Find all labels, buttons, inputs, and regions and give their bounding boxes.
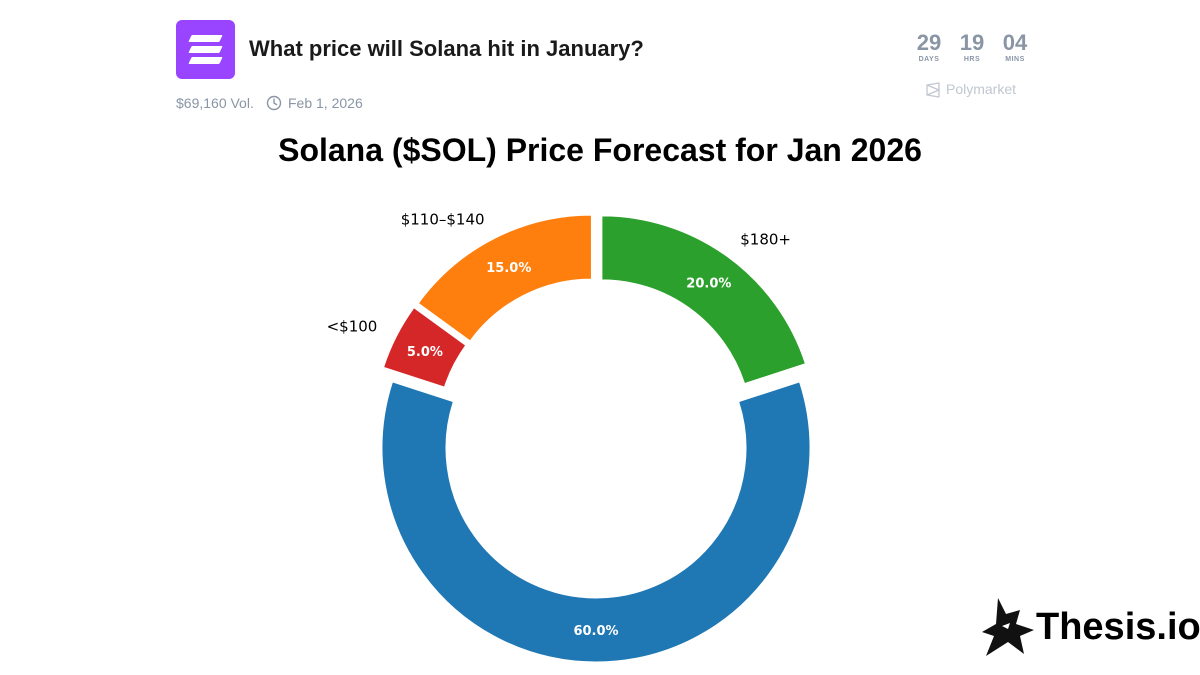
market-header: What price will Solana hit in January? $… [0,0,1200,120]
chart-title: Solana ($SOL) Price Forecast for Jan 202… [278,132,922,168]
slice-percent-label: 60.0% [573,624,618,639]
slice-percent-label: 5.0% [407,345,443,360]
donut-slice [417,214,592,342]
market-question[interactable]: What price will Solana hit in January? [249,36,644,61]
donut-slice [381,381,811,663]
brand-logo[interactable]: Thesis.io [980,596,1200,660]
countdown-unit: MINS [1005,56,1025,63]
brand-name: Thesis.io [1036,606,1200,648]
countdown-hours: 19 HRS [952,31,992,65]
countdown-days: 29 DAYS [909,31,949,65]
countdown-unit: DAYS [918,56,940,63]
solana-logo-icon [176,20,235,79]
countdown-value: 04 [1002,30,1028,55]
source-label[interactable]: Polymarket [946,81,1017,97]
countdown-value: 29 [916,30,942,55]
countdown-minutes: 04 MINS [995,31,1035,65]
clock-icon [266,95,282,111]
slice-category-label: $110–$140 [401,210,485,228]
countdown-value: 19 [959,30,985,55]
market-volume: $69,160 Vol. [176,95,254,111]
slice-category-label: $180+ [740,230,791,248]
slice-percent-label: 15.0% [486,261,531,276]
polymarket-icon [926,82,940,98]
market-end-date: Feb 1, 2026 [288,95,363,111]
slice-percent-label: 20.0% [686,277,731,292]
donut-slice [601,215,807,385]
slice-category-label: <$100 [327,318,378,336]
countdown-unit: HRS [963,56,981,63]
wolf-head-icon [982,598,1034,656]
donut-slice [382,306,467,388]
